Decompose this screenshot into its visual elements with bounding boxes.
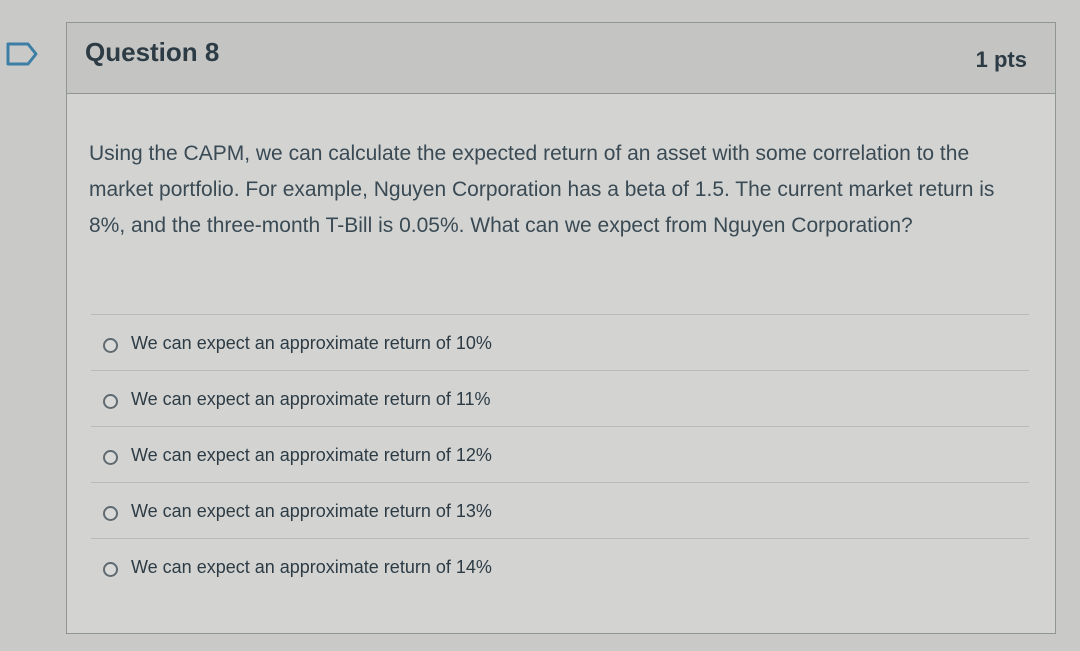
- divider: [91, 314, 1029, 315]
- answer-label[interactable]: We can expect an approximate return of 1…: [131, 333, 492, 353]
- question-title: Question 8: [85, 37, 220, 67]
- flag-question-icon[interactable]: [4, 40, 40, 68]
- radio-button[interactable]: [103, 338, 118, 353]
- answer-label[interactable]: We can expect an approximate return of 1…: [131, 389, 491, 409]
- answer-label[interactable]: We can expect an approximate return of 1…: [131, 445, 492, 465]
- question-text: Using the CAPM, we can calculate the exp…: [89, 142, 995, 237]
- answer-label[interactable]: We can expect an approximate return of 1…: [131, 501, 492, 521]
- answer-list: We can expect an approximate return of 1…: [91, 314, 1029, 595]
- answer-option[interactable]: We can expect an approximate return of 1…: [91, 427, 1029, 483]
- question-header: Question 8 1 pts: [67, 23, 1055, 94]
- question-points: 1 pts: [975, 47, 1027, 72]
- answer-option[interactable]: We can expect an approximate return of 1…: [91, 483, 1029, 539]
- answer-option[interactable]: We can expect an approximate return of 1…: [91, 539, 1029, 595]
- radio-button[interactable]: [103, 394, 118, 409]
- answer-label[interactable]: We can expect an approximate return of 1…: [131, 557, 492, 577]
- radio-button[interactable]: [103, 562, 118, 577]
- radio-button[interactable]: [103, 506, 118, 521]
- answer-option[interactable]: We can expect an approximate return of 1…: [91, 371, 1029, 427]
- question-card: Question 8 1 pts Using the CAPM, we can …: [66, 22, 1056, 634]
- answer-option[interactable]: We can expect an approximate return of 1…: [91, 315, 1029, 371]
- radio-button[interactable]: [103, 450, 118, 465]
